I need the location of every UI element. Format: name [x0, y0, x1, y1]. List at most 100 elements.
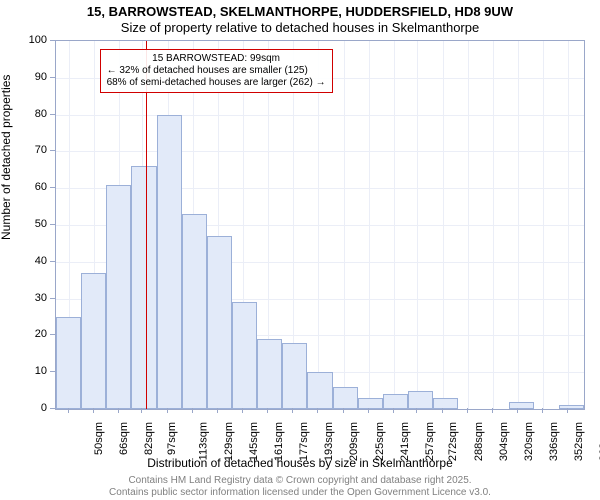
x-tick: [167, 408, 168, 413]
x-tick: [368, 408, 369, 413]
x-tick-label: 129sqm: [223, 422, 235, 461]
x-tick-label: 288sqm: [473, 422, 485, 461]
gridline-v: [518, 41, 519, 409]
footnote-line2: Contains public sector information licen…: [109, 487, 491, 498]
x-tick: [242, 408, 243, 413]
x-tick: [343, 408, 344, 413]
x-tick: [217, 408, 218, 413]
gridline-v: [369, 41, 370, 409]
x-tick-label: 209sqm: [349, 422, 361, 461]
histogram-bar: [433, 398, 458, 409]
histogram-bar: [559, 405, 584, 409]
x-tick: [141, 408, 142, 413]
y-tick-label: 10: [17, 365, 47, 377]
gridline-v: [468, 41, 469, 409]
histogram-bar: [358, 398, 383, 409]
x-tick: [517, 408, 518, 413]
y-tick: [50, 77, 55, 78]
histogram-bar: [232, 302, 257, 409]
x-tick-label: 241sqm: [399, 422, 411, 461]
histogram-bar: [106, 185, 131, 409]
histogram-bar: [56, 317, 81, 409]
footnote: Contains HM Land Registry data © Crown c…: [0, 475, 600, 498]
y-tick: [50, 371, 55, 372]
histogram-bar: [307, 372, 332, 409]
x-tick-label: 82sqm: [143, 422, 155, 455]
y-tick: [50, 298, 55, 299]
y-tick: [50, 334, 55, 335]
gridline-v: [394, 41, 395, 409]
y-tick: [50, 150, 55, 151]
x-tick-label: 97sqm: [166, 422, 178, 455]
gridline-v: [568, 41, 569, 409]
x-tick-label: 225sqm: [374, 422, 386, 461]
histogram-bar: [81, 273, 106, 409]
x-tick: [492, 408, 493, 413]
x-tick: [317, 408, 318, 413]
x-tick: [542, 408, 543, 413]
y-tick-label: 0: [17, 402, 47, 414]
x-tick: [467, 408, 468, 413]
histogram-bar: [131, 166, 156, 409]
reference-line: [146, 41, 147, 409]
gridline-v: [543, 41, 544, 409]
histogram-bar: [333, 387, 358, 409]
x-tick-label: 193sqm: [323, 422, 335, 461]
histogram-bar: [182, 214, 207, 409]
x-tick-label: 50sqm: [93, 422, 105, 455]
y-tick-label: 100: [17, 34, 47, 46]
x-tick: [192, 408, 193, 413]
histogram-bar: [408, 391, 433, 409]
y-tick: [50, 224, 55, 225]
y-tick-label: 60: [17, 181, 47, 193]
x-tick: [118, 408, 119, 413]
x-tick-label: 177sqm: [298, 422, 310, 461]
y-tick-label: 40: [17, 255, 47, 267]
y-tick: [50, 187, 55, 188]
y-tick-label: 20: [17, 328, 47, 340]
y-axis-label: Number of detached properties: [0, 75, 13, 240]
x-tick: [68, 408, 69, 413]
y-tick-label: 80: [17, 108, 47, 120]
y-tick-label: 50: [17, 218, 47, 230]
x-tick: [93, 408, 94, 413]
plot-area: 15 BARROWSTEAD: 99sqm← 32% of detached h…: [55, 40, 585, 410]
y-tick: [50, 40, 55, 41]
x-tick-label: 304sqm: [498, 422, 510, 461]
x-tick: [567, 408, 568, 413]
gridline-v: [318, 41, 319, 409]
chart-title-line2: Size of property relative to detached ho…: [0, 20, 600, 35]
y-tick-label: 30: [17, 292, 47, 304]
histogram-bar: [257, 339, 282, 409]
chart-container: 15, BARROWSTEAD, SKELMANTHORPE, HUDDERSF…: [0, 0, 600, 500]
x-tick-label: 257sqm: [424, 422, 436, 461]
histogram-bar: [509, 402, 534, 409]
x-tick-label: 145sqm: [248, 422, 260, 461]
x-tick-label: 113sqm: [197, 422, 209, 460]
gridline-h: [56, 151, 584, 152]
x-tick-label: 336sqm: [548, 422, 560, 461]
histogram-bar: [383, 394, 408, 409]
x-tick: [292, 408, 293, 413]
x-tick-label: 272sqm: [448, 422, 460, 461]
x-tick: [393, 408, 394, 413]
histogram-bar: [157, 115, 182, 409]
x-tick: [267, 408, 268, 413]
y-tick: [50, 408, 55, 409]
y-tick-label: 70: [17, 144, 47, 156]
y-tick: [50, 261, 55, 262]
y-tick-label: 90: [17, 71, 47, 83]
x-tick: [442, 408, 443, 413]
footnote-line1: Contains HM Land Registry data © Crown c…: [128, 475, 471, 486]
gridline-v: [493, 41, 494, 409]
gridline-h: [56, 115, 584, 116]
x-tick-label: 352sqm: [573, 422, 585, 461]
gridline-v: [443, 41, 444, 409]
histogram-bar: [207, 236, 232, 409]
histogram-bar: [282, 343, 307, 409]
x-tick-label: 320sqm: [523, 422, 535, 461]
x-tick: [416, 408, 417, 413]
x-tick-label: 161sqm: [273, 422, 285, 461]
gridline-v: [417, 41, 418, 409]
annotation-box: 15 BARROWSTEAD: 99sqm← 32% of detached h…: [100, 49, 333, 93]
